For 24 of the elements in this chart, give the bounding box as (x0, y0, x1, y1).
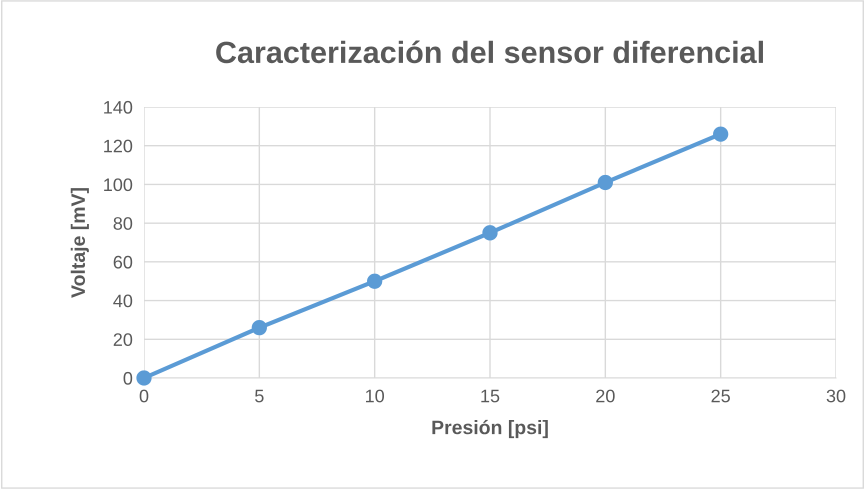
y-axis-title: Voltaje [mV] (70, 188, 89, 298)
y-tick-label: 80 (114, 217, 132, 230)
x-tick-label: 0 (140, 390, 148, 402)
y-tick-label: 60 (114, 256, 132, 269)
y-tick-label: 100 (104, 178, 132, 192)
point (367, 274, 382, 289)
x-tick-label: 15 (481, 390, 500, 402)
x-axis-title: Presión [psi] (432, 420, 548, 438)
point (598, 174, 613, 190)
y-tick-label: 40 (113, 294, 132, 308)
x-tick-label: 10 (366, 390, 384, 402)
point (136, 370, 152, 386)
point (482, 225, 498, 240)
x-tick-label: 5 (255, 390, 264, 402)
point (713, 126, 728, 142)
y-tick-label: 120 (104, 140, 132, 152)
x-tick-label: 25 (712, 390, 730, 402)
y-tick-label: 0 (124, 372, 132, 385)
chart-title: Caracterización del sensor diferencial (216, 40, 763, 64)
y-tick-label: 20 (114, 333, 132, 346)
x-tick-label: 20 (596, 390, 615, 402)
point (252, 320, 267, 336)
y-tick-label: 140 (104, 100, 132, 114)
x-tick-label: 30 (826, 390, 846, 402)
